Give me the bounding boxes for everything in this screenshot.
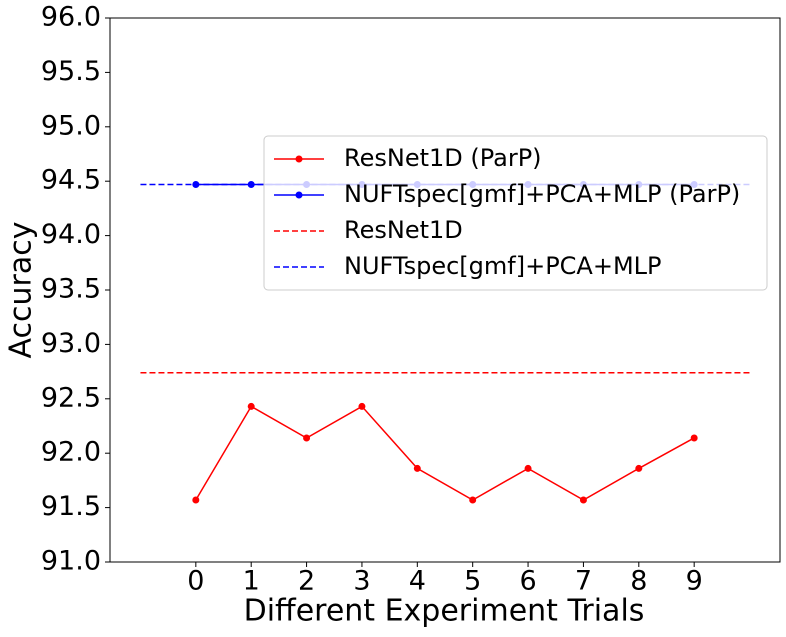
legend-marker	[295, 191, 303, 199]
x-tick-label: 1	[243, 566, 260, 597]
point	[413, 464, 421, 472]
x-axis-label: Different Experiment Trials	[244, 594, 645, 629]
point	[192, 496, 200, 504]
y-tick-label: 95.0	[41, 110, 101, 141]
legend-marker	[295, 155, 303, 163]
y-tick-label: 92.5	[41, 382, 101, 413]
y-tick-label: 96.0	[41, 2, 101, 33]
legend-label: ResNet1D	[344, 216, 463, 244]
x-tick-label: 9	[686, 566, 703, 597]
point	[579, 496, 587, 504]
x-tick-label: 4	[409, 566, 426, 597]
y-tick-label: 92.0	[41, 437, 101, 468]
y-tick-label: 94.0	[41, 219, 101, 250]
legend-label: NUFTspec[gmf]+PCA+MLP	[344, 252, 662, 280]
y-tick-label: 95.5	[41, 56, 101, 87]
x-tick-label: 3	[353, 566, 370, 597]
y-tick-label: 91.0	[41, 546, 101, 577]
x-tick-label: 6	[519, 566, 536, 597]
y-tick-label: 93.5	[41, 274, 101, 305]
x-tick-label: 0	[187, 566, 204, 597]
x-tick-label: 7	[575, 566, 592, 597]
legend-box	[263, 135, 768, 291]
y-tick-label: 94.5	[41, 165, 101, 196]
point	[524, 464, 532, 472]
x-tick-label: 2	[298, 566, 315, 597]
point	[358, 402, 366, 410]
series-line	[195, 405, 695, 501]
y-tick-label: 91.5	[41, 491, 101, 522]
x-tick-label: 8	[630, 566, 647, 597]
point	[303, 434, 311, 442]
legend-label: ResNet1D (ParP)	[344, 144, 542, 172]
point	[635, 464, 643, 472]
point	[690, 434, 698, 442]
x-tick-label: 5	[464, 566, 481, 597]
point	[469, 496, 477, 504]
y-tick-label: 93.0	[41, 328, 101, 359]
point	[247, 402, 255, 410]
legend-label: NUFTspec[gmf]+PCA+MLP (ParP)	[344, 180, 740, 208]
y-axis-label: Accuracy	[4, 222, 39, 359]
